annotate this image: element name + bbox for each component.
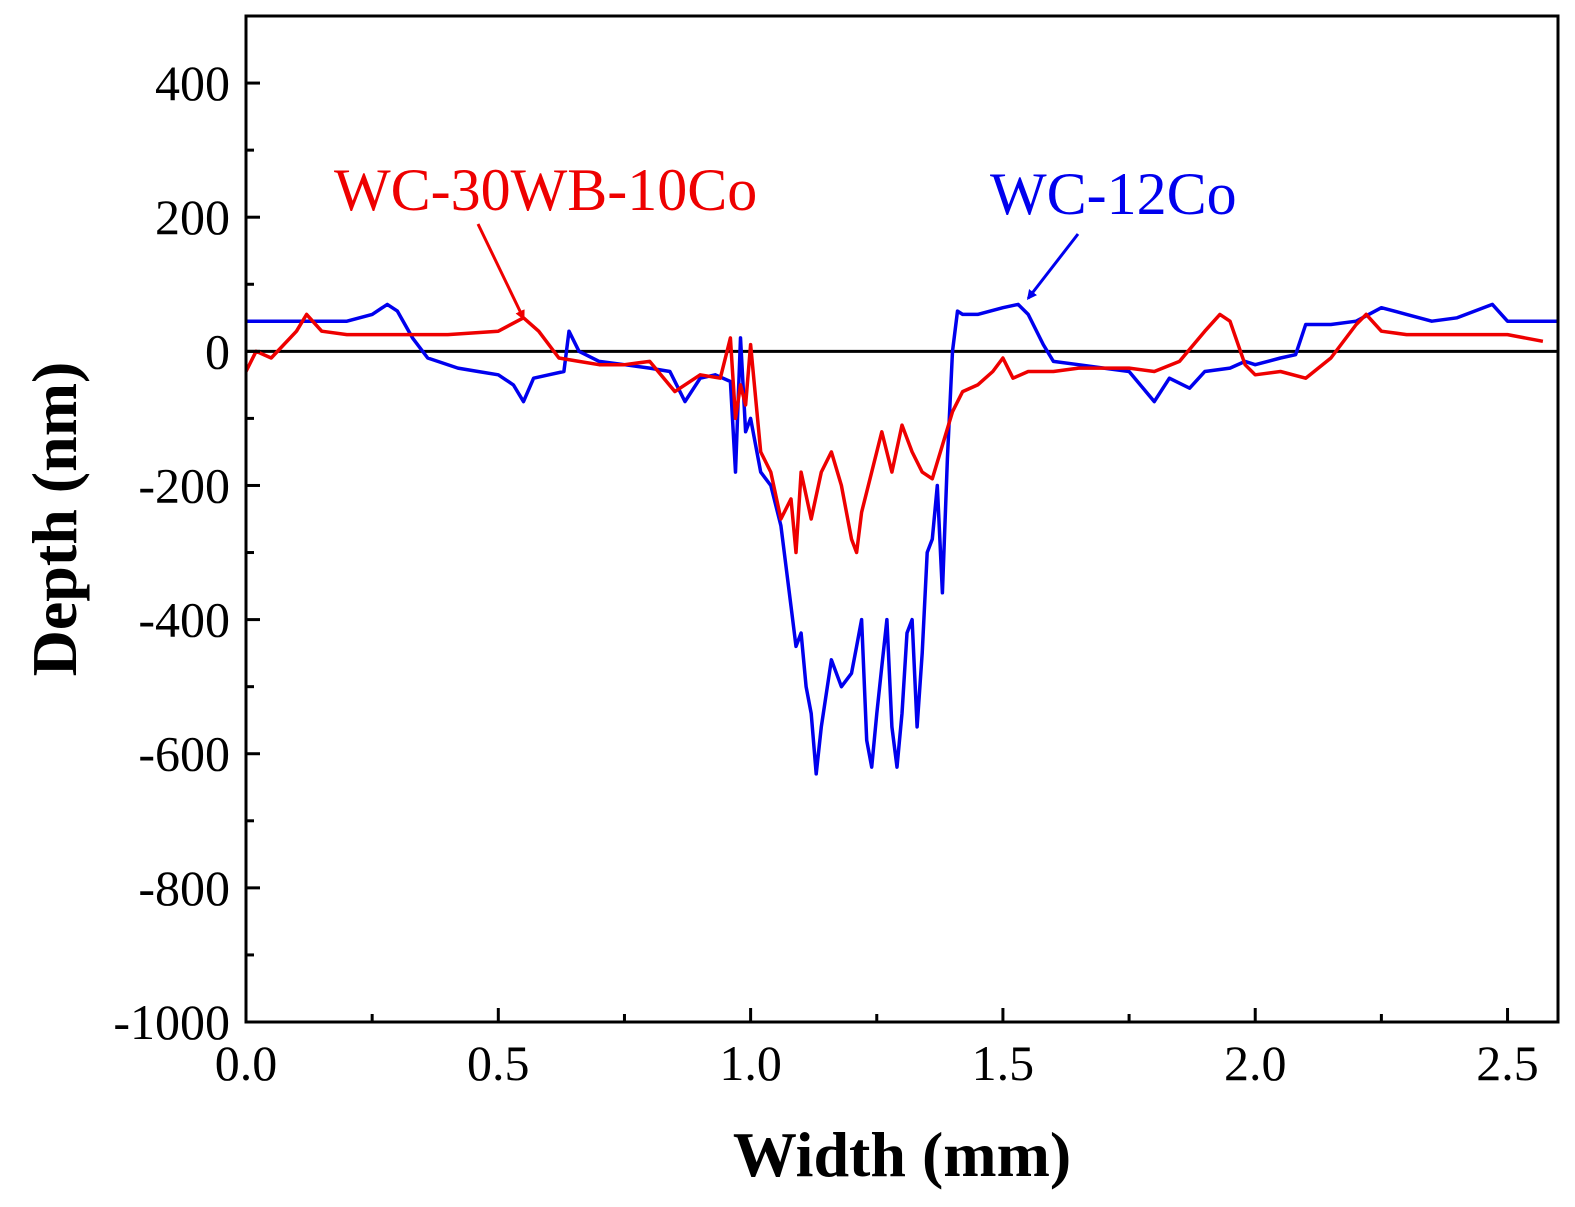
x-tick-label: 1.5 <box>972 1035 1035 1091</box>
axis-labels: Width (mm) Depth (nm) <box>19 362 1071 1190</box>
x-tick-label: 2.0 <box>1224 1035 1287 1091</box>
y-tick-label: -800 <box>138 860 230 916</box>
annotation-wc-30wb-10co: WC-30WB-10Co <box>334 157 757 223</box>
y-tick-label: 200 <box>155 189 230 245</box>
y-tick-label: -1000 <box>113 994 230 1050</box>
x-tick-label: 2.5 <box>1476 1035 1539 1091</box>
y-axis-title: Depth (nm) <box>19 362 90 677</box>
x-tick-label: 1.0 <box>719 1035 782 1091</box>
series-line-wc-12co <box>246 302 1558 776</box>
plot-frame <box>244 14 1560 1024</box>
annotation-arrow-wc-30wb-10co <box>476 223 525 321</box>
x-tick-label: 0.0 <box>215 1035 278 1091</box>
y-tick-label: -400 <box>138 592 230 648</box>
x-axis-title: Width (mm) <box>733 1119 1071 1190</box>
axes: 0.0 0.5 1.0 1.5 2.0 2.5 400 200 0 -200 -400 -600 -80… <box>113 14 1560 1091</box>
annotation-arrow-wc-12co <box>1026 233 1080 300</box>
series-line-wc-30wb-10co <box>244 312 1544 555</box>
annotations: WC-30WB-10Co WC-12Co <box>334 157 1237 321</box>
annotation-wc-12co: WC-12Co <box>990 161 1237 227</box>
y-tick-label: -600 <box>138 726 230 782</box>
y-tick-label: 0 <box>205 323 230 379</box>
y-tick-label: -200 <box>138 457 230 513</box>
y-tick-label: 400 <box>155 55 230 111</box>
plot-area <box>244 302 1558 776</box>
x-tick-label: 0.5 <box>467 1035 530 1091</box>
